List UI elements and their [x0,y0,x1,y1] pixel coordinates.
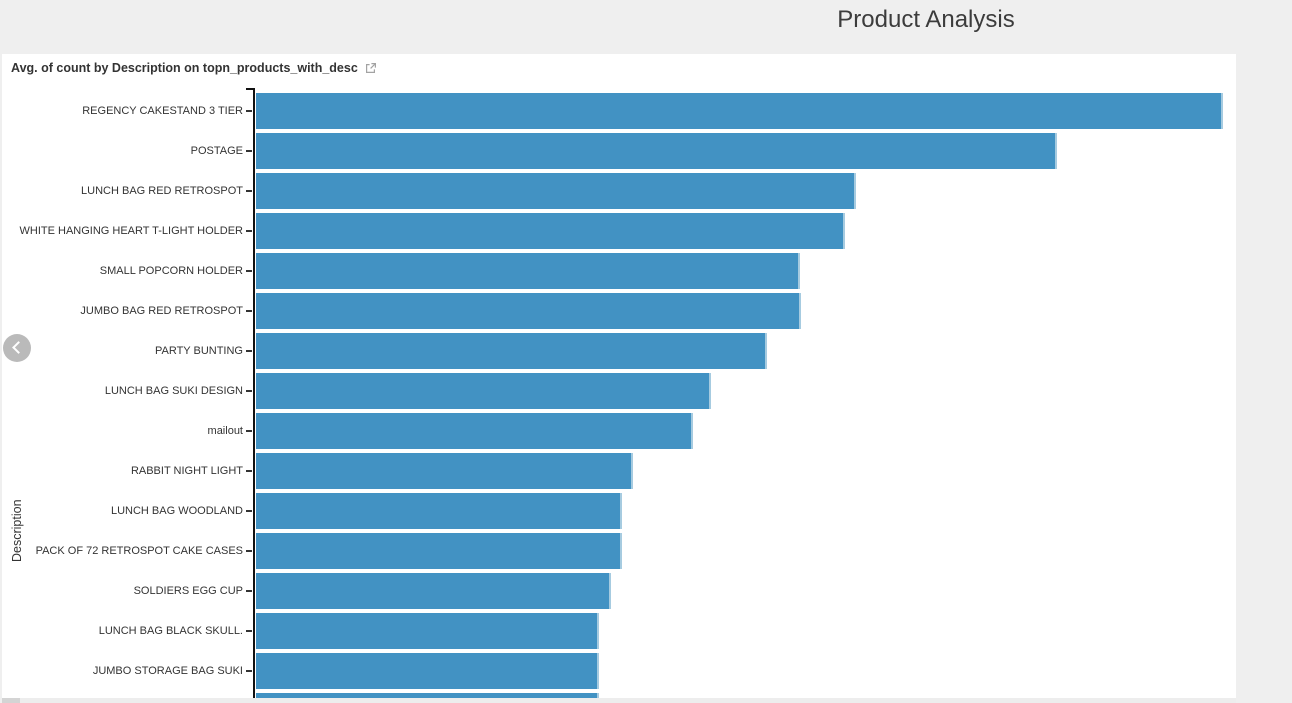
axis-tick [246,150,252,152]
category-label: LUNCH BAG WOODLAND [110,505,243,517]
y-axis-line [253,88,255,698]
bar[interactable] [256,173,856,209]
category-label: SMALL POPCORN HOLDER [99,265,243,277]
axis-tick [246,390,252,392]
axis-tick [246,510,252,512]
category-label: mailout [207,425,243,437]
page-title: Product Analysis [837,6,1015,33]
chart-header: Avg. of count by Description on topn_pro… [11,60,377,76]
category-label: LUNCH BAG SUKI DESIGN [104,385,243,397]
chart-card: Avg. of count by Description on topn_pro… [2,54,1236,703]
bar[interactable] [256,253,800,289]
bar[interactable] [256,573,611,609]
plot-area: Description REGENCY CAKESTAND 3 TIER POST… [2,54,1236,703]
bar[interactable] [256,293,801,329]
bar[interactable] [256,373,711,409]
bar[interactable] [256,613,599,649]
bar[interactable] [256,333,767,369]
axis-tick [246,550,252,552]
bar[interactable] [256,93,1223,129]
external-link-icon[interactable] [365,62,377,74]
bar[interactable] [256,453,633,489]
axis-tick [246,310,252,312]
category-label: LUNCH BAG BLACK SKULL. [98,625,243,637]
category-label: SOLDIERS EGG CUP [133,585,243,597]
axis-tick [246,470,252,472]
bar[interactable] [256,213,845,249]
chart-title: Avg. of count by Description on topn_pro… [11,61,358,75]
axis-tick [246,430,252,432]
category-label: WHITE HANGING HEART T-LIGHT HOLDER [19,225,244,237]
axis-tick [246,350,252,352]
prev-button[interactable] [3,334,31,362]
axis-top-tick [246,88,253,90]
bar[interactable] [256,413,693,449]
category-label: LUNCH BAG RED RETROSPOT [81,185,243,197]
bar[interactable] [256,533,622,569]
category-label: POSTAGE [190,145,243,157]
axis-tick [246,190,252,192]
axis-tick [246,590,252,592]
horizontal-scrollbar[interactable] [2,698,1236,703]
category-label: PARTY BUNTING [154,345,243,357]
bar[interactable] [256,133,1057,169]
axis-tick [246,110,252,112]
chevron-left-icon [12,341,25,354]
category-label: JUMBO BAG RED RETROSPOT [80,305,243,317]
category-label: JUMBO STORAGE BAG SUKI [92,665,243,677]
category-label: REGENCY CAKESTAND 3 TIER [82,105,243,117]
axis-tick [246,270,252,272]
bar[interactable] [256,493,622,529]
scrollbar-thumb[interactable] [2,698,20,703]
bar[interactable] [256,653,599,689]
axis-tick [246,630,252,632]
axis-tick [246,230,252,232]
axis-tick [246,670,252,672]
category-label: RABBIT NIGHT LIGHT [130,465,243,477]
category-label: PACK OF 72 RETROSPOT CAKE CASES [35,545,243,557]
